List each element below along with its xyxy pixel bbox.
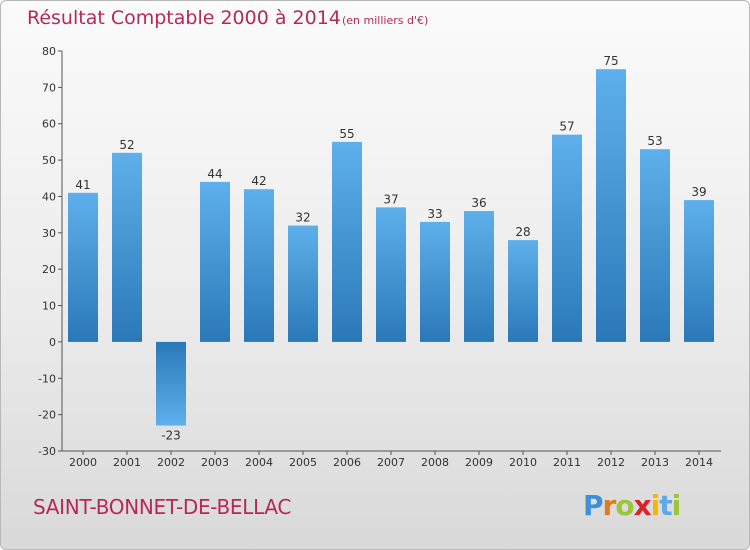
x-tick-label: 2005	[289, 456, 317, 469]
chart-subtitle: (en milliers d'€)	[342, 14, 429, 27]
commune-name: SAINT-BONNET-DE-BELLAC	[33, 495, 292, 519]
y-tick-label: 40	[42, 190, 56, 203]
logo-letter: x	[633, 489, 652, 522]
bar	[420, 221, 450, 342]
logo-letter: P	[583, 489, 604, 522]
bar-value-label: 32	[295, 211, 310, 225]
bar-value-label: 37	[383, 192, 398, 206]
bar-value-label: 41	[75, 178, 90, 192]
x-tick-label: 2008	[421, 456, 449, 469]
y-tick-label: 30	[42, 227, 56, 240]
bar-value-label: 42	[251, 174, 266, 188]
bar	[244, 189, 274, 342]
bar	[332, 141, 362, 342]
bar-value-label: -23	[161, 429, 181, 443]
x-tick-label: 2010	[509, 456, 537, 469]
logo-letter: o	[615, 489, 634, 522]
bar-value-label: 52	[119, 138, 134, 152]
x-tick-label: 2002	[157, 456, 185, 469]
x-tick-label: 2012	[597, 456, 625, 469]
bar-value-label: 53	[647, 134, 662, 148]
proxiti-logo: Proxiti	[583, 489, 682, 522]
bar-value-label: 36	[471, 196, 486, 210]
bar-value-label: 28	[515, 225, 530, 239]
bar	[684, 200, 714, 342]
x-tick-label: 2004	[245, 456, 273, 469]
logo-letter: r	[602, 489, 617, 522]
y-tick-label: 80	[42, 45, 56, 58]
bar-value-label: 44	[207, 167, 222, 181]
bar	[288, 225, 318, 342]
x-tick-label: 2001	[113, 456, 141, 469]
x-tick-label: 2013	[641, 456, 669, 469]
bar	[68, 192, 98, 342]
chart-axes: -30 -20 -10 0 10 20 30 40 50 60 70 80 2000 2001 2002 20…	[38, 45, 721, 469]
bar	[464, 211, 494, 342]
chart-title: Résultat Comptable 2000 à 2014	[27, 7, 341, 29]
y-tick-label: -20	[38, 409, 56, 422]
x-tick-label: 2000	[69, 456, 97, 469]
chart-value-labels: 41 52 -23 44 42 32 55 37 33 36 28 57 75 53 39	[75, 54, 706, 442]
y-tick-label: -30	[38, 445, 56, 458]
bar-value-label: 33	[427, 207, 442, 221]
bar-value-label: 75	[603, 54, 618, 68]
bar	[376, 207, 406, 342]
y-tick-label: -10	[38, 372, 56, 385]
y-tick-label: 70	[42, 81, 56, 94]
x-tick-label: 2011	[553, 456, 581, 469]
bar-value-label: 39	[691, 185, 706, 199]
y-tick-label: 0	[49, 336, 56, 349]
bar	[112, 152, 142, 342]
x-tick-label: 2006	[333, 456, 361, 469]
bar-value-label: 55	[339, 127, 354, 141]
y-tick-label: 50	[42, 154, 56, 167]
bar	[596, 69, 626, 342]
y-tick-label: 20	[42, 263, 56, 276]
y-tick-label: 60	[42, 118, 56, 131]
y-tick-label: 10	[42, 300, 56, 313]
bar	[200, 181, 230, 342]
x-tick-label: 2003	[201, 456, 229, 469]
logo-letter: t	[659, 489, 672, 522]
bar	[156, 341, 186, 426]
bar-value-label: 57	[559, 120, 574, 134]
logo-letter: i	[650, 489, 661, 522]
bar	[508, 240, 538, 342]
bar	[552, 134, 582, 342]
x-tick-label: 2009	[465, 456, 493, 469]
chart-bars	[68, 69, 714, 426]
logo-letter: i	[671, 489, 682, 522]
bar	[640, 149, 670, 342]
x-tick-label: 2007	[377, 456, 405, 469]
x-tick-label: 2014	[685, 456, 713, 469]
